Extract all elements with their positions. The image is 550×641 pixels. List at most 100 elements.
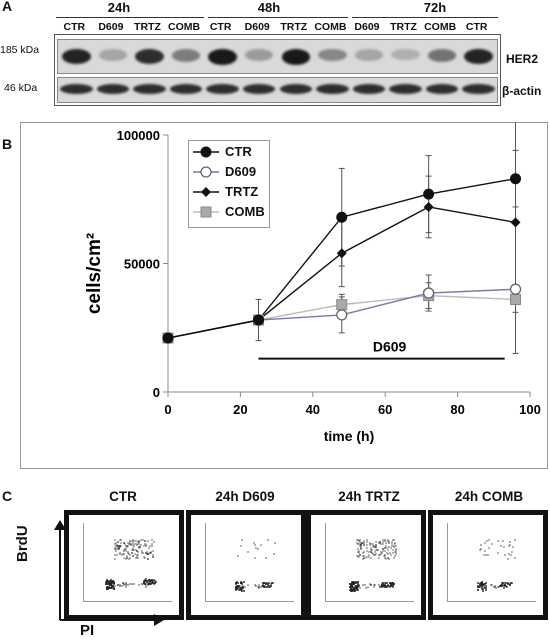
flow-event-dot	[374, 545, 377, 548]
flow-event-dot	[133, 548, 136, 551]
flow-event-dot	[125, 557, 128, 560]
flow-event-dot	[357, 580, 360, 583]
flow-event-dot	[149, 580, 152, 583]
flow-event-dot	[128, 541, 131, 544]
flow-event-dot	[148, 545, 151, 548]
flow-event-dot	[508, 583, 511, 586]
flow-event-dot	[109, 586, 112, 589]
flow-event-dot	[381, 548, 384, 551]
flow-event-dot	[391, 538, 394, 541]
flow-event-dot	[374, 584, 377, 587]
flow-event-dot	[109, 579, 112, 582]
flow-event-dot	[151, 538, 154, 541]
flow-event-dot	[390, 544, 393, 547]
flow-event-dot	[362, 557, 365, 560]
flow-event-dot	[506, 585, 509, 588]
flow-event-dot	[508, 552, 511, 555]
flow-event-dot	[110, 587, 113, 590]
flow-event-dot	[123, 541, 126, 544]
actin-band	[389, 84, 422, 94]
lane-label-0: CTR	[63, 21, 86, 33]
flow-event-dot	[147, 582, 149, 585]
data-point-trtz	[510, 217, 521, 228]
flow-event-dot	[138, 583, 141, 586]
flow-event-dot	[514, 539, 517, 542]
flow-event-dot	[389, 585, 392, 588]
her2-band	[98, 49, 128, 61]
data-point-trtz	[336, 248, 347, 259]
flow-event-dot	[481, 581, 484, 584]
x-tick-label: 80	[450, 402, 464, 417]
flow-event-dot	[392, 557, 395, 560]
flow-event-dot	[383, 585, 386, 588]
flow-event-dot	[138, 543, 141, 546]
flow-event-dot	[369, 583, 372, 586]
lane-label-7: COMB	[314, 21, 347, 33]
flow-event-dot	[506, 582, 509, 585]
flow-event-dot	[384, 547, 387, 550]
flow-event-dot	[138, 540, 141, 543]
flow-event-dot	[152, 579, 155, 582]
flow-event-dot	[145, 552, 148, 555]
flow-event-dot	[114, 543, 117, 546]
flow-event-dot	[358, 550, 361, 553]
flow-event-dot	[126, 544, 129, 547]
flow-event-dot	[383, 549, 386, 552]
flow-event-dot	[123, 548, 126, 551]
y-axis-label: cells/cm²	[84, 233, 105, 314]
flow-event-dot	[377, 583, 380, 586]
flow-event-dot	[121, 585, 124, 588]
flow-event-dot	[361, 555, 364, 558]
flow-event-dot	[362, 584, 365, 587]
flow-event-dot	[373, 586, 376, 589]
flow-event-dot	[142, 544, 145, 547]
flow-event-dot	[394, 555, 397, 558]
flow-event-dot	[143, 582, 146, 584]
flow-event-dot	[366, 585, 369, 588]
her2-band	[391, 49, 420, 61]
flow-event-dot	[123, 557, 126, 560]
flow-event-dot	[147, 553, 150, 556]
flow-event-dot	[242, 589, 245, 592]
flow-axis-arrows	[54, 520, 164, 626]
flow-event-dot	[132, 548, 135, 551]
flow-event-dot	[106, 582, 109, 585]
flow-event-dot	[491, 542, 494, 545]
flow-event-dot	[260, 586, 263, 589]
flow-title-comb: 24h COMB	[454, 489, 524, 504]
flow-event-dot	[481, 583, 484, 586]
flow-event-dot	[373, 551, 376, 554]
flow-event-dot	[254, 584, 257, 587]
flow-event-dot	[370, 557, 373, 560]
x-tick-label: 20	[233, 402, 247, 417]
flow-event-dot	[253, 541, 256, 544]
flow-event-dot	[138, 545, 141, 548]
flow-event-dot	[119, 552, 122, 555]
flow-event-dot	[144, 543, 147, 546]
flow-event-dot	[394, 541, 397, 544]
flow-event-dot	[150, 582, 153, 585]
flow-event-dot	[237, 554, 240, 557]
flow-event-dot	[130, 551, 133, 554]
flow-event-dot	[117, 544, 120, 547]
marker-46kda: 46 kDa	[4, 82, 38, 94]
flow-event-dot	[148, 551, 151, 554]
legend-marker-ctr	[200, 146, 212, 158]
flow-event-dot	[151, 550, 154, 553]
flow-event-dot	[128, 554, 131, 557]
flow-event-dot	[500, 582, 503, 585]
flow-event-dot	[112, 588, 115, 591]
actin-band	[206, 84, 239, 94]
flow-event-dot	[153, 580, 156, 583]
flow-event-dot	[241, 588, 244, 591]
flow-event-dot	[386, 539, 389, 542]
flow-event-dot	[355, 585, 358, 588]
flow-event-dot	[369, 544, 372, 547]
flow-event-dot	[274, 542, 277, 545]
flow-event-dot	[265, 585, 268, 588]
flow-event-dot	[127, 584, 130, 587]
flow-event-dot	[132, 543, 135, 546]
flow-event-dot	[146, 553, 149, 556]
flow-event-dot	[117, 541, 120, 544]
flow-event-dot	[125, 546, 128, 549]
